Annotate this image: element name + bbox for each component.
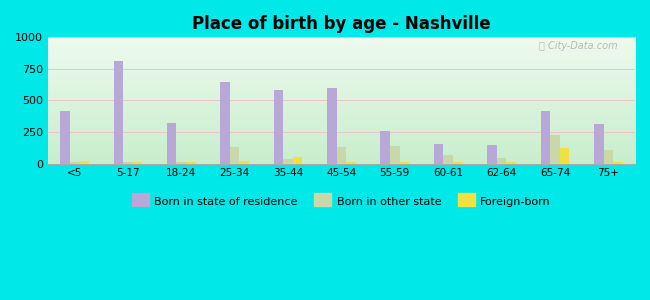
Bar [220, 82, 230, 164]
Bar [274, 90, 283, 164]
Bar [283, 159, 293, 164]
Bar [453, 162, 463, 164]
Text: ⓘ City-Data.com: ⓘ City-Data.com [539, 41, 618, 51]
Bar [177, 162, 186, 164]
Bar [346, 162, 356, 164]
Bar [133, 162, 142, 164]
Bar [594, 124, 603, 164]
Legend: Born in state of residence, Born in other state, Foreign-born: Born in state of residence, Born in othe… [127, 191, 555, 211]
Bar [541, 111, 550, 164]
Bar [239, 161, 249, 164]
Bar [390, 146, 400, 164]
Bar [70, 162, 79, 164]
Bar [293, 157, 302, 164]
Bar [550, 134, 560, 164]
Title: Place of birth by age - Nashville: Place of birth by age - Nashville [192, 15, 491, 33]
Bar [506, 162, 516, 164]
Bar [443, 155, 453, 164]
Bar [560, 148, 569, 164]
Bar [123, 162, 133, 164]
Bar [230, 147, 239, 164]
Bar [337, 147, 346, 164]
Bar [603, 150, 613, 164]
Bar [60, 110, 70, 164]
Bar [114, 61, 123, 164]
Bar [327, 88, 337, 164]
Bar [79, 161, 89, 164]
Bar [487, 145, 497, 164]
Bar [613, 162, 623, 164]
Bar [400, 162, 410, 164]
Bar [380, 131, 390, 164]
Bar [167, 123, 177, 164]
Bar [186, 162, 196, 164]
Bar [434, 144, 443, 164]
Bar [497, 158, 506, 164]
